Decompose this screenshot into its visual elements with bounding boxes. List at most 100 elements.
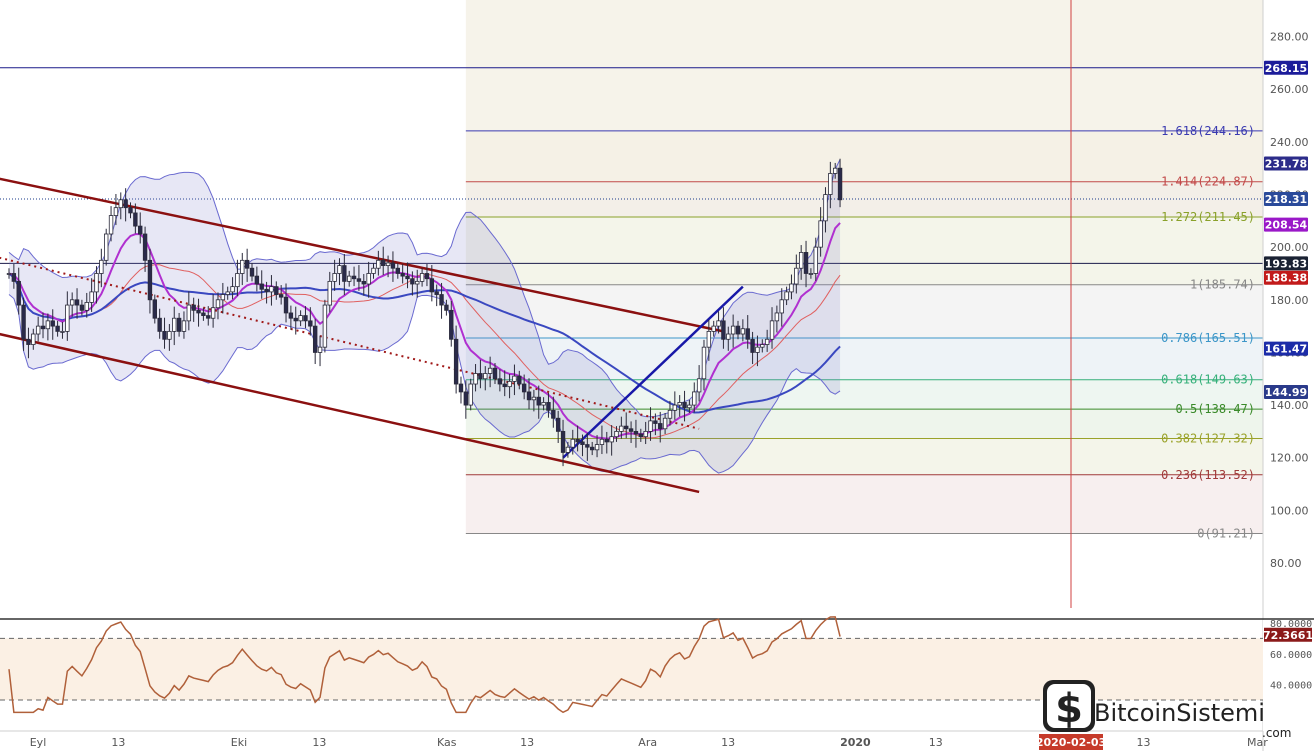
candle-body xyxy=(833,167,838,174)
candle xyxy=(551,396,556,428)
candle xyxy=(400,264,405,284)
rsi-current-badge: 72.3661 xyxy=(1263,627,1313,642)
candle-body xyxy=(609,436,614,443)
candle xyxy=(478,359,483,389)
candle-body xyxy=(487,367,493,374)
candle xyxy=(463,380,469,419)
candle-body xyxy=(677,402,682,406)
candle xyxy=(555,410,561,443)
price-badge: 231.78 xyxy=(1264,156,1308,171)
candle xyxy=(293,306,298,335)
date-highlight-bg xyxy=(1039,734,1103,750)
candle xyxy=(497,369,503,392)
candle xyxy=(784,286,789,306)
candle xyxy=(108,206,114,242)
candle xyxy=(672,391,678,420)
candle xyxy=(653,413,658,436)
candle xyxy=(89,278,94,312)
candle xyxy=(84,292,89,318)
candle-body xyxy=(167,330,172,340)
trendlines[interactable] xyxy=(0,177,744,494)
candle-body xyxy=(439,294,444,306)
candle-body xyxy=(172,317,177,332)
candle xyxy=(794,254,799,294)
date-highlight-label: 2020-02-03 xyxy=(1036,736,1106,749)
price-badge: 188.38 xyxy=(1264,270,1308,285)
candle-body xyxy=(526,391,532,401)
candle xyxy=(760,339,765,353)
fib-label-0: 0(91.21) xyxy=(1197,526,1255,540)
candle-body xyxy=(541,402,546,406)
candle xyxy=(487,356,493,388)
candle xyxy=(269,275,274,306)
candle-body xyxy=(711,325,716,332)
candle-body xyxy=(123,199,128,209)
fib-zone-1.272 xyxy=(465,217,1264,285)
candle-body xyxy=(351,275,357,280)
candle xyxy=(798,245,804,280)
candle-body xyxy=(35,325,41,335)
candle-body xyxy=(45,320,51,330)
price-badge: 208.54 xyxy=(1264,217,1308,232)
candle-body xyxy=(274,286,279,295)
time-tick: Ara xyxy=(638,736,657,749)
candle-body xyxy=(429,278,435,293)
candle-body xyxy=(235,273,240,288)
candle xyxy=(186,291,192,331)
candle-body xyxy=(133,212,138,227)
candle-body xyxy=(449,309,454,340)
date-highlight: 2020-02-03 xyxy=(1036,734,1106,750)
candle-body xyxy=(730,325,736,335)
candle-body xyxy=(492,367,498,380)
candle-body xyxy=(415,280,420,285)
candle xyxy=(473,364,478,392)
candle xyxy=(337,258,342,286)
candle-body xyxy=(468,383,473,406)
candle xyxy=(55,320,60,337)
candle-body xyxy=(458,383,464,393)
candle-body xyxy=(21,304,26,340)
candle xyxy=(40,312,46,339)
candle xyxy=(215,292,221,320)
time-tick: 13 xyxy=(520,736,534,749)
candlesticks[interactable] xyxy=(6,158,843,467)
candle-body xyxy=(113,207,119,216)
candle xyxy=(157,308,162,339)
candle-body xyxy=(789,283,794,293)
rsi-tick: 40.0000 xyxy=(1270,681,1312,692)
candle xyxy=(419,268,425,287)
candle-body xyxy=(667,409,673,419)
candle-body xyxy=(594,444,600,451)
time-tick: Eki xyxy=(231,736,247,749)
candle xyxy=(118,192,123,220)
candle-body xyxy=(521,383,527,393)
candle xyxy=(206,306,211,326)
candle xyxy=(381,246,386,276)
candle-body xyxy=(220,294,226,301)
candle-body xyxy=(269,286,274,293)
candle-body xyxy=(434,291,439,295)
rsi-panel[interactable]: 80.0000 60.0000 40.0000 72.3661 xyxy=(0,616,1314,731)
candle-body xyxy=(672,404,678,411)
candle-body xyxy=(575,438,580,443)
candle xyxy=(468,378,473,411)
candle-body xyxy=(210,307,216,319)
candle xyxy=(711,320,716,337)
price-badge: 144.99 xyxy=(1264,384,1308,399)
candle-body xyxy=(288,312,294,319)
candle-body xyxy=(244,259,250,269)
candle-body xyxy=(361,280,366,285)
price-badge-label: 144.99 xyxy=(1265,386,1307,399)
candle-body xyxy=(84,302,89,311)
candle-body xyxy=(79,304,85,311)
candle xyxy=(570,429,575,455)
candle xyxy=(45,313,51,341)
fib-labels: 1.618(244.16) 1.414(224.87) 1.272(211.45) 1… xyxy=(1161,124,1255,541)
bollinger-lower xyxy=(8,294,841,474)
candle xyxy=(808,268,814,279)
time-tick: 13 xyxy=(312,736,326,749)
candle-body xyxy=(473,373,478,385)
candle-body xyxy=(400,273,405,277)
candle xyxy=(604,431,609,454)
